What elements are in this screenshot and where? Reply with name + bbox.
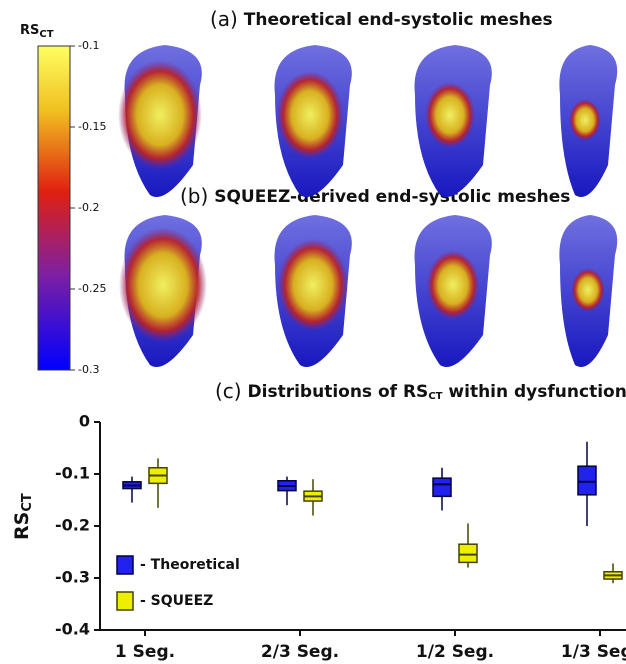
panel-b-title: (b) SQUEEZ-derived end-systolic meshes [180, 184, 570, 208]
colorbar-title: RSCT [20, 23, 54, 41]
x-tick-label: 1/2 Seg. [416, 642, 494, 662]
box [432, 477, 452, 498]
colorbar-tick-label: -0.1 [78, 39, 99, 52]
y-tick-label: -0.3 [55, 568, 90, 587]
legend-swatch [116, 591, 134, 611]
colorbar-tick-label: -0.25 [78, 282, 106, 295]
mesh-hotspot [426, 250, 480, 320]
y-tick-label: 0 [79, 412, 90, 431]
y-tick-label: -0.2 [55, 516, 90, 535]
legend-label: - Theoretical [140, 557, 240, 573]
colorbar-tick-label: -0.15 [78, 120, 106, 133]
x-tick-label: 1 Seg. [115, 642, 175, 662]
panel-a-title: (a) Theoretical end-systolic meshes [210, 7, 553, 31]
y-axis-label: RSCT [11, 493, 35, 540]
x-tick-label: 1/3 Seg. [561, 642, 626, 662]
x-tick-label: 2/3 Seg. [261, 642, 339, 662]
colorbar-tick-label: -0.2 [78, 201, 99, 214]
box [577, 465, 597, 496]
mesh-hotspot [569, 99, 601, 141]
box [458, 543, 478, 564]
y-tick-label: -0.4 [55, 620, 90, 639]
mesh-hotspot [276, 71, 344, 159]
colorbar-tick-label: -0.3 [78, 363, 99, 376]
colorbar [37, 45, 71, 371]
mesh-hotspot [424, 82, 476, 148]
mesh-hotspot [277, 238, 349, 332]
mesh-hotspot [118, 60, 202, 170]
mesh-hotspot [571, 268, 605, 312]
y-tick-label: -0.1 [55, 464, 90, 483]
legend-swatch [116, 555, 134, 575]
chart-title: (c) Distributions of RSCT within dysfunc… [215, 379, 626, 403]
legend-label: - SQUEEZ [140, 593, 213, 609]
mesh-hotspot [118, 227, 208, 343]
